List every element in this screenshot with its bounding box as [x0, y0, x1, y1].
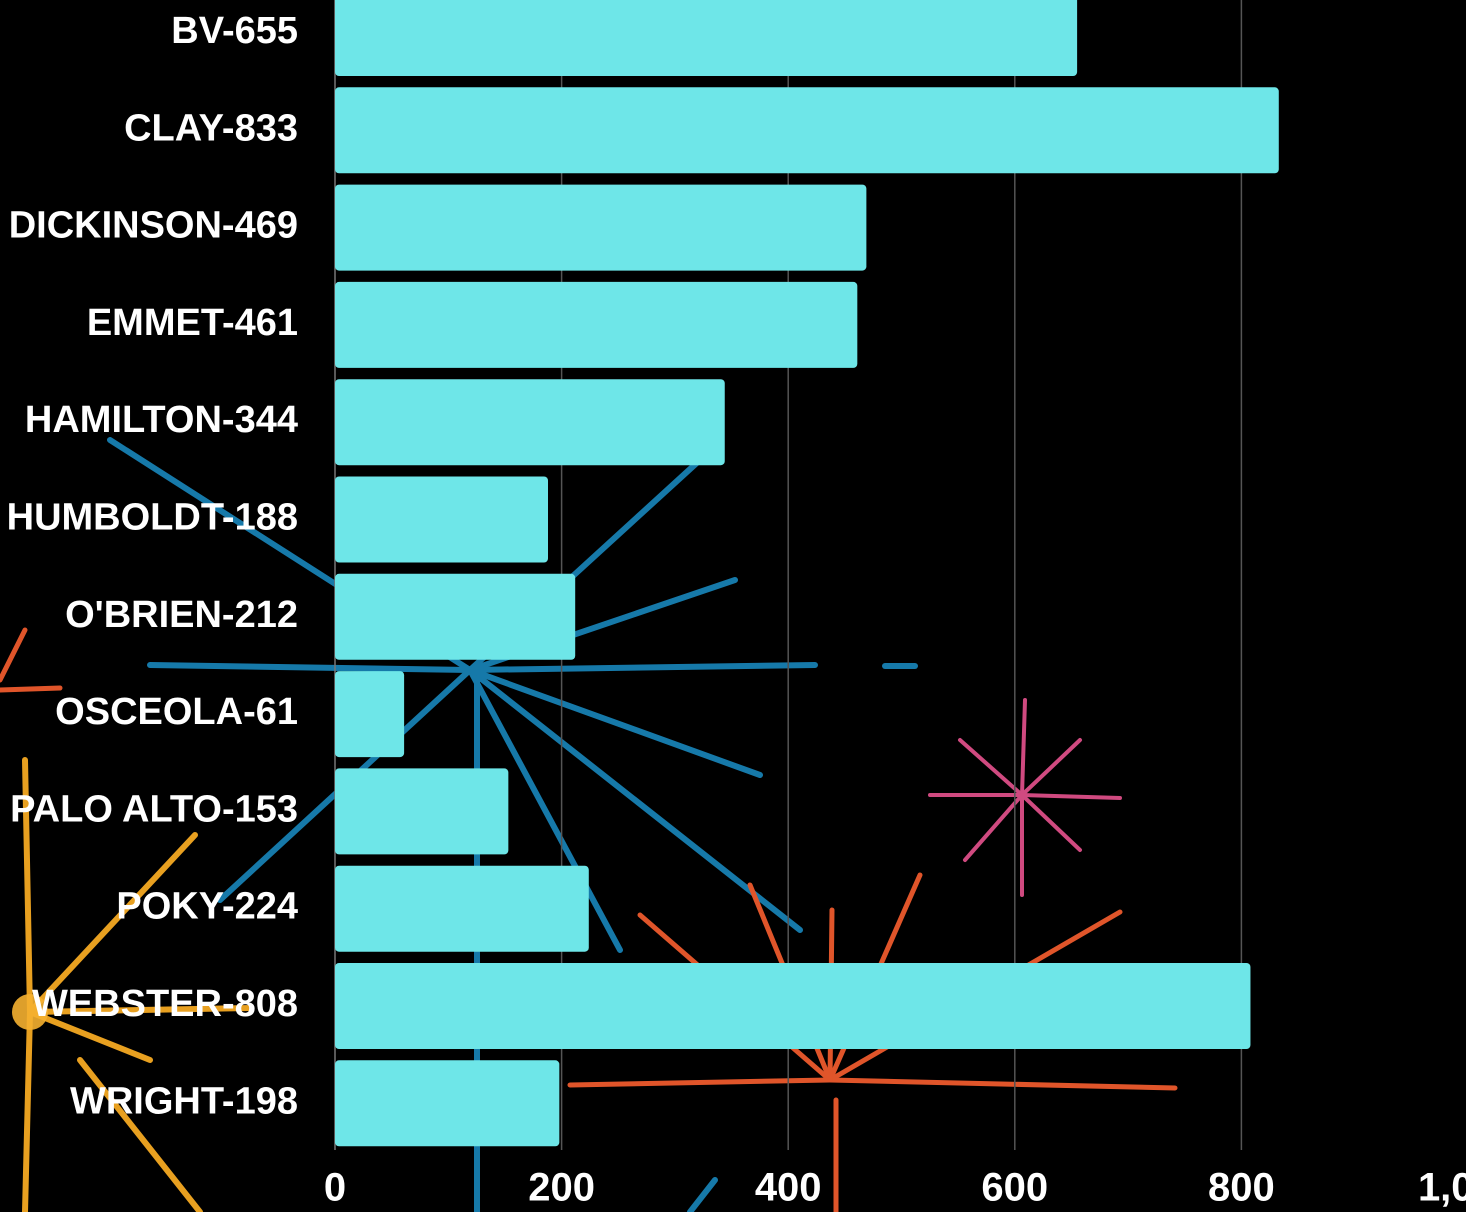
y-tick-label: POKY-224 — [116, 886, 298, 928]
bar — [335, 184, 867, 271]
x-tick-label: 600 — [981, 1166, 1048, 1210]
bar — [335, 963, 1251, 1049]
fireworks-background — [0, 437, 1178, 1212]
y-tick-label: PALO ALTO-153 — [10, 788, 298, 830]
y-tick-label: EMMET-461 — [87, 302, 298, 344]
x-tick-label: 1,000 — [1418, 1166, 1466, 1210]
bar — [335, 1060, 560, 1147]
bar — [335, 865, 589, 952]
y-tick-label: BV-655 — [171, 10, 298, 52]
bar — [335, 0, 1078, 76]
y-tick-label: DICKINSON-469 — [9, 205, 298, 247]
bar — [335, 87, 1279, 174]
bar — [335, 476, 549, 563]
x-tick-label: 0 — [324, 1166, 346, 1210]
x-tick-label: 400 — [755, 1166, 822, 1210]
y-tick-label: HUMBOLDT-188 — [7, 497, 298, 539]
bar — [335, 671, 405, 758]
y-tick-label: HAMILTON-344 — [25, 399, 298, 441]
bar — [335, 281, 858, 368]
bar — [335, 768, 509, 855]
x-tick-label: 800 — [1208, 1166, 1275, 1210]
bar — [335, 573, 576, 660]
y-tick-label: WEBSTER-808 — [32, 983, 298, 1025]
y-tick-label: CLAY-833 — [124, 107, 298, 149]
y-tick-label: OSCEOLA-61 — [55, 691, 298, 733]
y-tick-label: WRIGHT-198 — [70, 1080, 298, 1122]
y-tick-label: O'BRIEN-212 — [65, 594, 298, 636]
x-tick-label: 200 — [528, 1166, 595, 1210]
bar — [335, 379, 725, 466]
